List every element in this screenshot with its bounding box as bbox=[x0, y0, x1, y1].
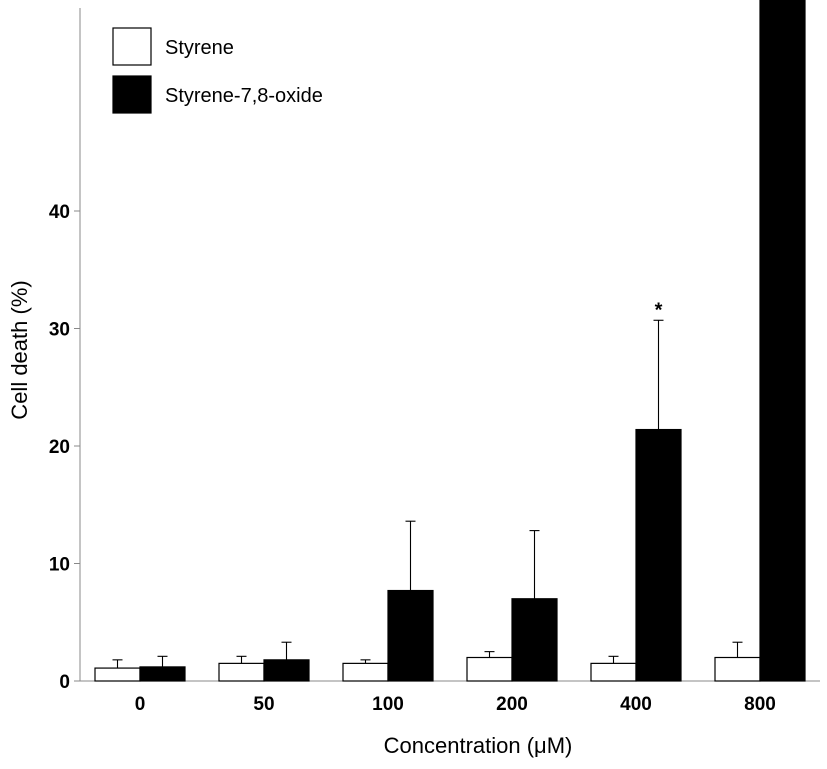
x-tick-label: 800 bbox=[744, 694, 776, 715]
bar bbox=[387, 589, 434, 682]
x-axis-title: Concentration (μM) bbox=[384, 733, 573, 758]
bar bbox=[511, 598, 558, 682]
bar bbox=[139, 666, 186, 682]
x-axis-tick-labels: 0 50 100 200 400 800 bbox=[135, 694, 776, 715]
bar bbox=[94, 667, 141, 682]
x-tick-label: 200 bbox=[496, 694, 528, 715]
x-tick-label: 400 bbox=[620, 694, 652, 715]
bar bbox=[590, 662, 637, 682]
chart-axes bbox=[79, 8, 820, 682]
legend-label: Styrene-7,8-oxide bbox=[165, 85, 323, 107]
y-tick-label: 20 bbox=[49, 437, 70, 458]
y-tick-label: 30 bbox=[49, 320, 70, 341]
y-axis-ticks: 01020304060 bbox=[49, 202, 80, 693]
bar bbox=[218, 662, 265, 682]
x-tick-label: 50 bbox=[253, 694, 274, 715]
x-tick-label: 0 bbox=[135, 694, 146, 715]
bar bbox=[759, 0, 806, 682]
legend-label: Styrene bbox=[165, 37, 234, 59]
y-tick-label: 40 bbox=[49, 202, 70, 223]
legend-swatch bbox=[112, 27, 152, 66]
legend-swatch bbox=[112, 75, 152, 114]
y-tick-label: 0 bbox=[59, 672, 70, 693]
y-tick-label: 10 bbox=[49, 555, 70, 576]
x-tick-label: 100 bbox=[372, 694, 404, 715]
significance-marker: * bbox=[655, 299, 663, 321]
y-axis-title: Cell death (%) bbox=[7, 280, 32, 419]
bar bbox=[635, 428, 682, 682]
bar bbox=[466, 656, 513, 682]
legend: Styrene Styrene-7,8-oxide bbox=[112, 27, 323, 114]
bar bbox=[263, 659, 310, 682]
bar bbox=[342, 662, 389, 682]
bar-groups: ** bbox=[94, 0, 806, 682]
bar bbox=[714, 656, 761, 682]
